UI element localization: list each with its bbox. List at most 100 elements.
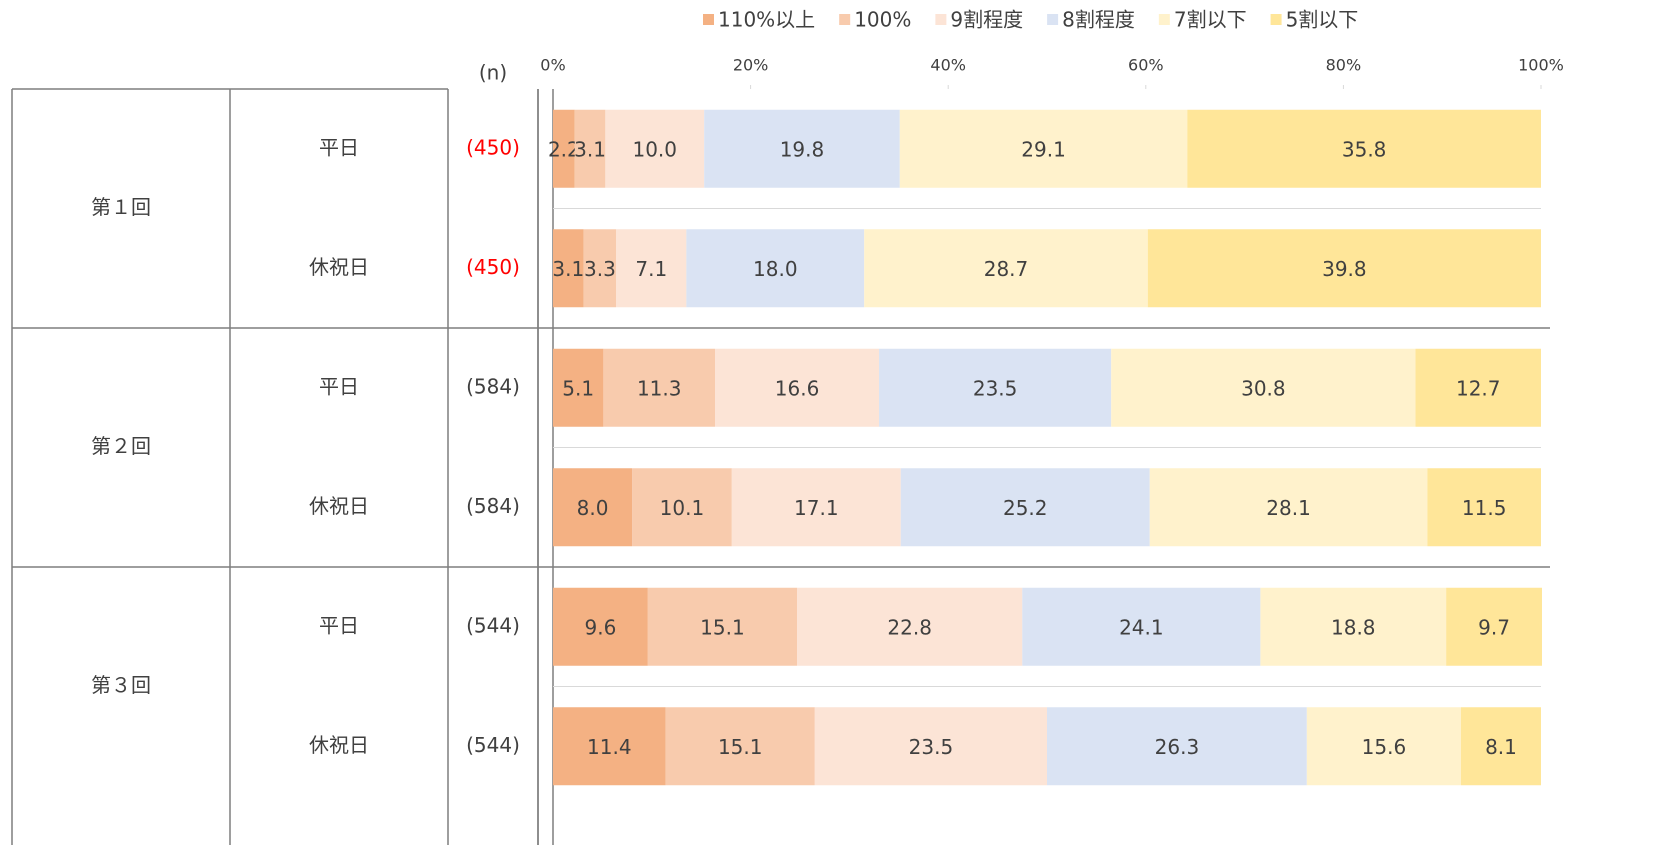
value-label: 5.1: [562, 376, 594, 400]
value-label: 39.8: [1322, 257, 1367, 281]
bar-segment: [1047, 707, 1307, 786]
row-label: 休祝日: [309, 494, 369, 518]
legend-swatch: [703, 14, 714, 25]
n-label: (544): [466, 613, 520, 637]
n-header: (n): [479, 61, 507, 85]
value-label: 17.1: [794, 496, 839, 520]
value-label: 9.6: [585, 615, 617, 639]
bar-segment: [1460, 707, 1541, 786]
legend-label: 100%: [854, 8, 911, 32]
bar-segment: [879, 348, 1112, 427]
bar-segment: [583, 229, 617, 308]
value-label: 28.7: [984, 257, 1029, 281]
bar-segment: [616, 229, 687, 308]
row-label: 平日: [319, 374, 359, 398]
row-label: 休祝日: [309, 255, 369, 279]
value-label: 11.3: [637, 376, 682, 400]
value-label: 28.1: [1266, 496, 1311, 520]
bar-segment: [553, 468, 633, 547]
value-label: 12.7: [1456, 376, 1501, 400]
n-label: (450): [466, 135, 520, 159]
bar-segment: [605, 109, 705, 188]
value-label: 29.1: [1021, 137, 1066, 161]
group-label: 第２回: [91, 434, 151, 458]
value-label: 11.5: [1462, 496, 1507, 520]
value-label: 23.5: [973, 376, 1018, 400]
bar-segment: [1147, 229, 1541, 308]
bar-segment: [731, 468, 901, 547]
bar-segment: [704, 109, 900, 188]
value-label: 25.2: [1003, 496, 1048, 520]
bar-segment: [553, 707, 666, 786]
bar-segment: [1306, 707, 1461, 786]
bar-segment: [1427, 468, 1541, 547]
value-label: 9.7: [1478, 615, 1510, 639]
group-label: 第３回: [91, 673, 151, 697]
legend-swatch: [1047, 14, 1059, 25]
legend-label: 5割以下: [1286, 8, 1359, 32]
value-label: 23.5: [909, 735, 954, 759]
bar-segment: [864, 229, 1148, 308]
x-tick-label: 60%: [1128, 56, 1164, 75]
bar-segment: [1446, 587, 1542, 666]
bar-segment: [686, 229, 865, 308]
bar-segment: [553, 587, 648, 666]
legend-swatch: [1158, 14, 1170, 25]
value-label: 30.8: [1241, 376, 1286, 400]
bar-segment: [899, 109, 1188, 188]
legend-label: 110%以上: [718, 8, 815, 32]
row-label: 平日: [319, 613, 359, 637]
value-label: 10.1: [660, 496, 705, 520]
value-label: 3.1: [552, 257, 584, 281]
n-label: (544): [466, 733, 520, 757]
value-label: 8.0: [577, 496, 609, 520]
row-label: 平日: [319, 135, 359, 159]
bar-segment: [814, 707, 1047, 786]
value-label: 19.8: [780, 137, 825, 161]
group-label: 第１回: [91, 195, 151, 219]
bar-segment: [715, 348, 880, 427]
x-tick-label: 40%: [930, 56, 966, 75]
x-tick-label: 80%: [1326, 56, 1362, 75]
value-label: 3.3: [584, 257, 616, 281]
value-label: 16.6: [775, 376, 820, 400]
value-label: 15.1: [700, 615, 745, 639]
n-label: (450): [466, 255, 520, 279]
bar-segment: [797, 587, 1023, 666]
value-label: 24.1: [1119, 615, 1164, 639]
value-label: 2.2: [548, 137, 580, 161]
value-label: 26.3: [1155, 735, 1200, 759]
legend-label: 9割程度: [950, 8, 1023, 32]
n-label: (584): [466, 494, 520, 518]
value-label: 18.0: [753, 257, 798, 281]
bar-segment: [647, 587, 798, 666]
bar-segment: [665, 707, 815, 786]
value-label: 10.0: [632, 137, 677, 161]
legend-label: 8割程度: [1062, 8, 1135, 32]
value-label: 11.4: [587, 735, 632, 759]
bar-segment: [1111, 348, 1416, 427]
legend-swatch: [935, 14, 947, 25]
row-label: 休祝日: [309, 733, 369, 757]
legend-swatch: [1270, 14, 1282, 25]
bar-segment: [603, 348, 716, 427]
bar-segment: [553, 109, 575, 188]
value-label: 15.6: [1362, 735, 1407, 759]
value-label: 18.8: [1331, 615, 1376, 639]
bar-segment: [1022, 587, 1261, 666]
bar-segment: [900, 468, 1150, 547]
value-label: 15.1: [718, 735, 763, 759]
legend-label: 7割以下: [1174, 8, 1247, 32]
bar-segment: [632, 468, 732, 547]
x-tick-label: 0%: [540, 56, 565, 75]
bar-segment: [553, 229, 584, 308]
n-label: (584): [466, 374, 520, 398]
value-label: 22.8: [887, 615, 932, 639]
bar-segment: [574, 109, 606, 188]
value-label: 7.1: [635, 257, 667, 281]
value-label: 3.1: [574, 137, 606, 161]
bar-segment: [1415, 348, 1541, 427]
value-label: 35.8: [1342, 137, 1387, 161]
x-tick-label: 100%: [1518, 56, 1564, 75]
